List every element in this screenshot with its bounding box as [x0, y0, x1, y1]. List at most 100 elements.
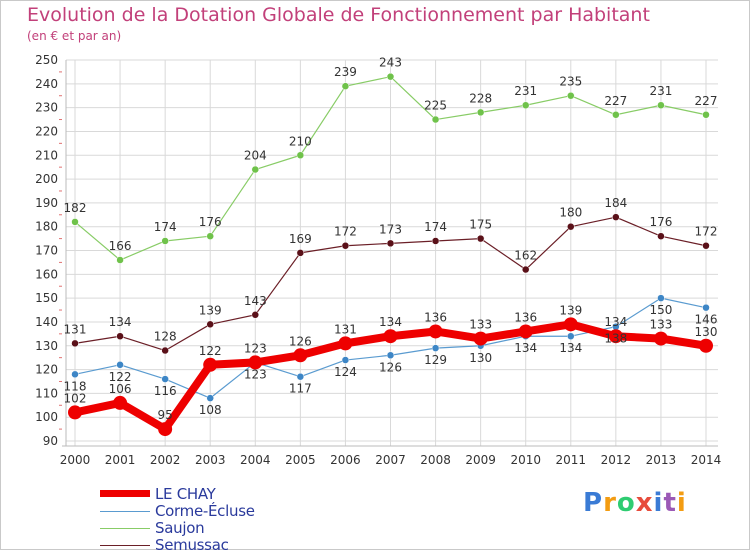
data-label-semussac: 173 — [379, 222, 402, 236]
y-tick-label: 220 — [35, 124, 58, 138]
data-point-corme-ecluse — [702, 303, 710, 312]
series-layer — [68, 72, 713, 437]
data-label-corme-ecluse: 108 — [199, 403, 222, 417]
legend-swatch-saujon — [100, 528, 150, 529]
data-point-saujon — [612, 111, 620, 119]
data-point-saujon — [521, 101, 530, 109]
data-point-corme-ecluse — [567, 332, 575, 340]
data-label-le-chay: 106 — [109, 382, 132, 396]
data-point-saujon — [206, 232, 214, 240]
data-label-semussac: 176 — [649, 215, 672, 229]
x-tick-label: 2014 — [691, 453, 722, 467]
y-tick-label: 190 — [35, 196, 58, 210]
data-label-le-chay: 134 — [379, 315, 402, 329]
data-label-corme-ecluse: 122 — [109, 370, 132, 384]
chart-subtitle: (en € et par an) — [27, 29, 122, 43]
data-label-saujon: 235 — [559, 75, 582, 89]
data-point-semussac — [612, 213, 620, 221]
data-label-corme-ecluse: 129 — [424, 353, 447, 367]
data-point-semussac — [251, 311, 260, 319]
data-point-corme-ecluse — [657, 294, 665, 302]
y-tick-label: 150 — [35, 291, 58, 305]
data-label-saujon: 176 — [199, 215, 222, 229]
y-tick-label: 120 — [35, 363, 58, 377]
y-tick-label: 110 — [35, 386, 58, 400]
logo-letter: i — [676, 488, 687, 518]
y-tick-label: 140 — [35, 315, 58, 329]
x-tick-label: 2000 — [60, 453, 91, 467]
data-point-saujon — [567, 91, 575, 100]
y-tick-label: 90 — [43, 434, 58, 448]
x-tick-label: 2010 — [510, 453, 541, 467]
data-point-semussac — [206, 320, 214, 329]
data-point-le-chay — [563, 317, 578, 332]
data-point-semussac — [476, 234, 485, 243]
data-point-semussac — [71, 339, 79, 348]
data-point-le-chay — [338, 336, 353, 351]
data-label-saujon: 204 — [244, 149, 267, 163]
data-label-corme-ecluse: 116 — [154, 384, 177, 398]
data-label-semussac: 139 — [199, 303, 222, 317]
grid-layer — [66, 59, 718, 446]
data-label-saujon: 166 — [109, 239, 132, 253]
x-tick-label: 2007 — [375, 453, 406, 467]
data-point-semussac — [657, 232, 665, 240]
data-label-corme-ecluse: 123 — [244, 367, 267, 381]
x-tick-label: 2005 — [285, 453, 316, 467]
data-point-corme-ecluse — [161, 375, 169, 383]
data-label-saujon: 231 — [514, 84, 537, 98]
logo-letter: x — [635, 488, 654, 518]
data-point-saujon — [702, 111, 710, 119]
data-point-semussac — [521, 265, 530, 274]
data-label-saujon: 239 — [334, 65, 357, 79]
legend-swatch-semussac — [100, 545, 150, 546]
legend-label-le-chay: LE CHAY — [155, 485, 216, 503]
data-label-saujon: 225 — [424, 99, 447, 113]
data-point-semussac — [702, 241, 710, 250]
data-label-saujon: 182 — [64, 201, 87, 215]
data-point-corme-ecluse — [431, 344, 440, 352]
data-point-le-chay — [699, 338, 713, 353]
data-point-corme-ecluse — [71, 370, 79, 379]
legend-swatch-corme-ecluse — [100, 511, 150, 512]
data-label-semussac: 134 — [109, 315, 132, 329]
data-label-semussac: 143 — [244, 294, 267, 308]
data-label-le-chay: 134 — [604, 315, 627, 329]
data-label-semussac: 174 — [424, 220, 447, 234]
data-label-le-chay: 130 — [695, 325, 718, 339]
data-point-le-chay — [473, 331, 488, 346]
chart-title: Evolution de la Dotation Globale de Fonc… — [27, 4, 650, 26]
data-label-semussac: 169 — [289, 232, 312, 246]
data-label-le-chay: 123 — [244, 341, 267, 355]
data-point-corme-ecluse — [341, 356, 350, 364]
x-tick-label: 2004 — [240, 453, 271, 467]
y-tick-label: 100 — [35, 410, 58, 424]
data-label-corme-ecluse: 118 — [64, 379, 87, 393]
data-label-corme-ecluse: 150 — [649, 303, 672, 317]
x-tick-label: 2012 — [601, 453, 632, 467]
y-tick-label: 210 — [35, 148, 58, 162]
line-chart: 9010011012013014015016017018019020021022… — [35, 53, 722, 467]
data-point-saujon — [431, 115, 440, 124]
data-point-saujon — [161, 237, 169, 245]
data-point-semussac — [341, 241, 350, 250]
data-point-le-chay — [293, 348, 308, 363]
data-point-semussac — [567, 222, 575, 231]
data-label-le-chay: 139 — [559, 303, 582, 317]
data-point-le-chay — [383, 329, 398, 344]
data-label-saujon: 210 — [289, 134, 312, 148]
data-point-saujon — [386, 72, 395, 81]
data-label-semussac: 175 — [469, 218, 492, 232]
data-label-corme-ecluse: 124 — [334, 365, 357, 379]
label-layer: 182 166 174 176 204 210 239 243 225 228 231 235 227 2… — [64, 56, 718, 422]
data-label-semussac: 162 — [514, 249, 537, 263]
x-tick-label: 2006 — [330, 453, 361, 467]
data-point-corme-ecluse — [206, 394, 214, 402]
data-label-semussac: 184 — [604, 196, 627, 210]
data-label-le-chay: 126 — [289, 334, 312, 348]
y-tick-label: 200 — [35, 172, 58, 186]
data-label-saujon: 243 — [379, 56, 402, 70]
data-point-le-chay — [158, 422, 173, 437]
y-tick-label: 160 — [35, 267, 58, 281]
data-point-semussac — [386, 239, 395, 248]
